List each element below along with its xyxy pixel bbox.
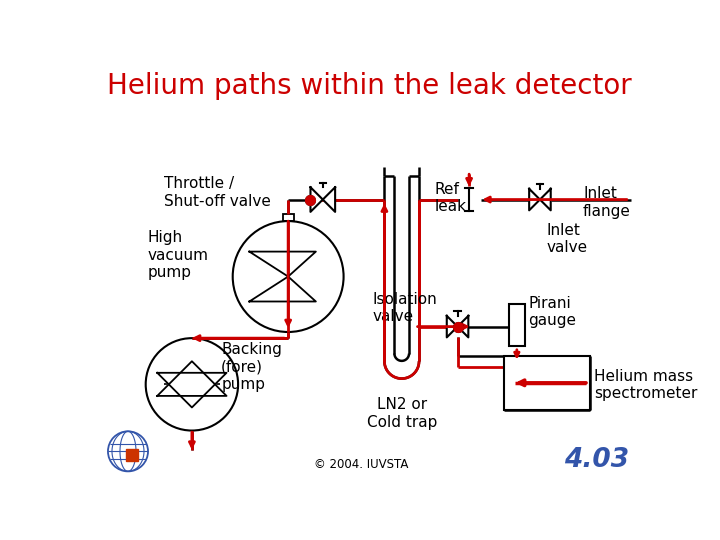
Text: Inlet
flange: Inlet flange	[583, 186, 631, 219]
Text: Inlet
valve: Inlet valve	[546, 222, 588, 255]
Polygon shape	[323, 187, 335, 212]
Text: Helium mass
spectrometer: Helium mass spectrometer	[594, 369, 697, 401]
Polygon shape	[540, 189, 551, 211]
Text: Pirani
gauge: Pirani gauge	[528, 296, 577, 328]
Bar	[504, 356, 590, 410]
Polygon shape	[249, 252, 316, 276]
Text: Ref
leak: Ref leak	[434, 182, 467, 214]
Polygon shape	[310, 187, 323, 212]
Text: Helium paths within the leak detector: Helium paths within the leak detector	[107, 72, 631, 100]
Polygon shape	[457, 316, 468, 338]
Text: 4.03: 4.03	[564, 447, 629, 473]
Text: LN2 or
Cold trap: LN2 or Cold trap	[366, 397, 437, 430]
Text: High
vacuum
pump: High vacuum pump	[148, 231, 208, 280]
Text: Throttle /
Shut-off valve: Throttle / Shut-off valve	[164, 177, 271, 209]
Polygon shape	[249, 276, 316, 301]
Text: Isolation
valve: Isolation valve	[373, 292, 438, 325]
Text: © 2004. IUVSTA: © 2004. IUVSTA	[314, 457, 408, 470]
Polygon shape	[529, 189, 540, 211]
Text: Backing
(fore)
pump: Backing (fore) pump	[221, 342, 282, 392]
Bar	[509, 303, 525, 346]
Polygon shape	[157, 373, 227, 408]
Polygon shape	[447, 316, 457, 338]
Bar	[283, 214, 294, 221]
Polygon shape	[157, 361, 227, 396]
